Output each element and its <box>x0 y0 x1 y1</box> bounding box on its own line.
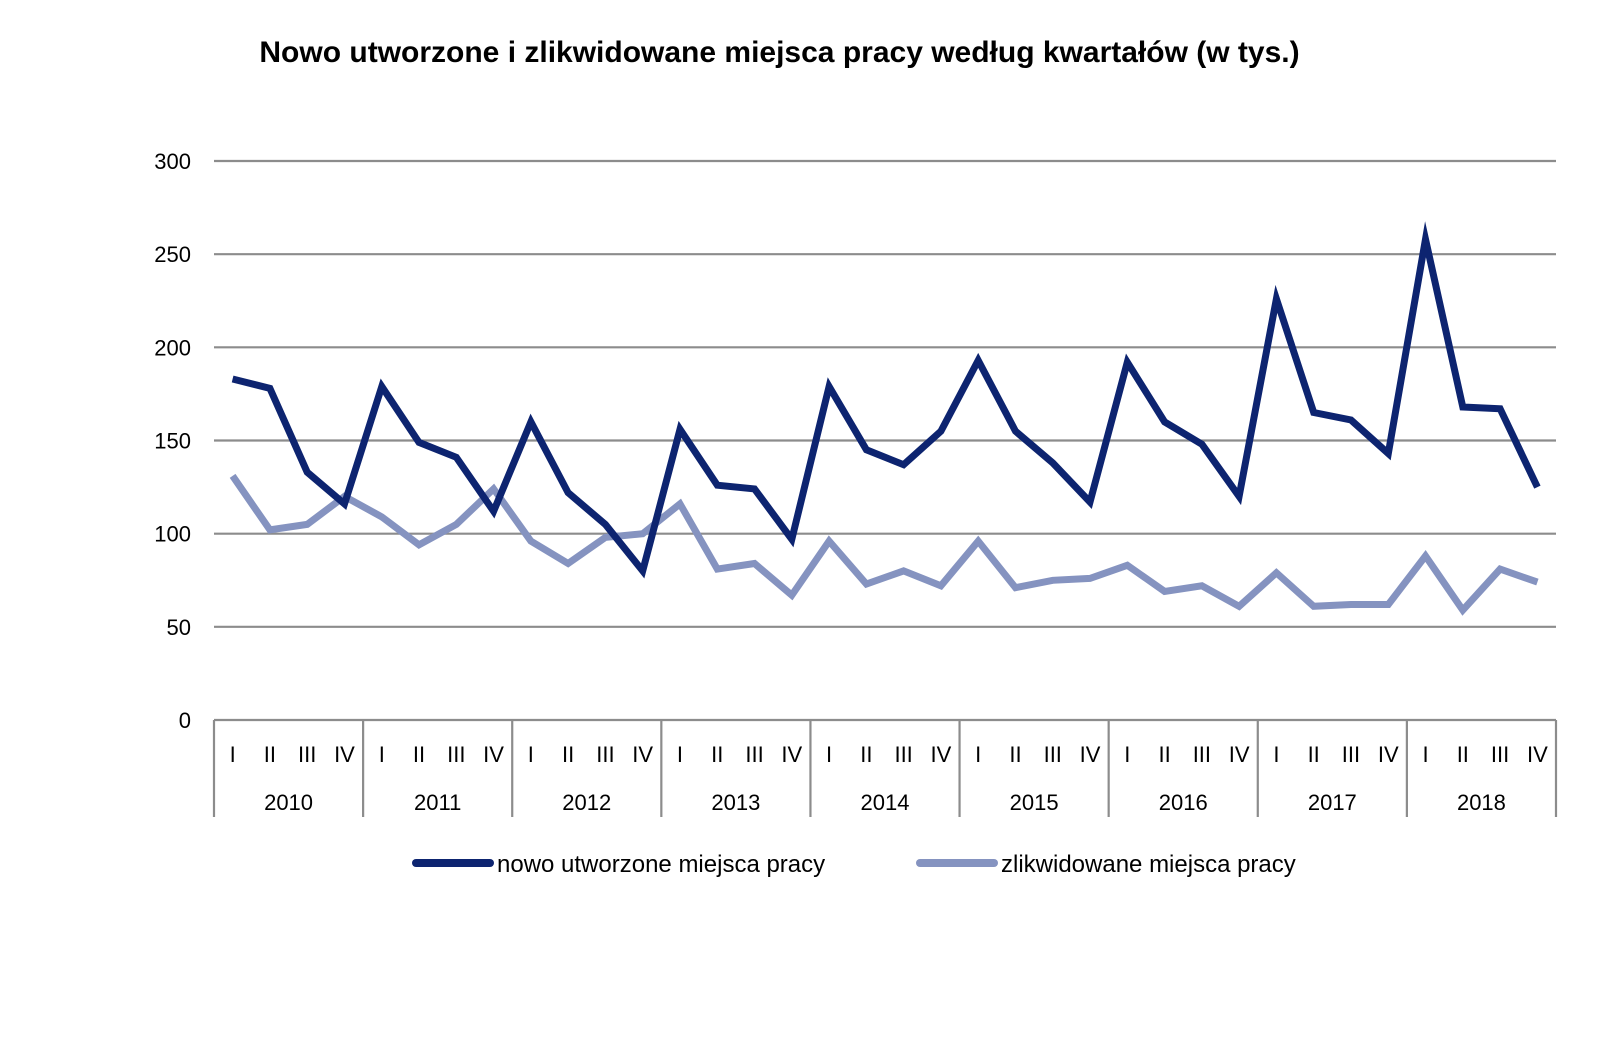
x-tick-label-year: 2012 <box>562 790 611 815</box>
x-tick-label-quarter: IV <box>632 742 653 767</box>
x-tick-label-year: 2015 <box>1010 790 1059 815</box>
x-tick-label-year: 2016 <box>1159 790 1208 815</box>
x-tick-label-quarter: III <box>745 742 763 767</box>
x-tick-label-quarter: I <box>975 742 981 767</box>
x-tick-label-quarter: IV <box>1229 742 1250 767</box>
x-tick-label-quarter: II <box>1158 742 1170 767</box>
y-tick-label: 50 <box>167 615 191 640</box>
gridlines <box>214 159 1556 628</box>
x-tick-label-quarter: IV <box>483 742 504 767</box>
y-tick-label: 100 <box>154 522 191 547</box>
x-tick-label-quarter: I <box>379 742 385 767</box>
x-tick-label-quarter: III <box>1193 742 1211 767</box>
x-tick-label-quarter: III <box>596 742 614 767</box>
x-tick-label-quarter: IV <box>931 742 952 767</box>
x-tick-label-quarter: II <box>1308 742 1320 767</box>
x-tick-label-quarter: I <box>826 742 832 767</box>
x-tick-label-quarter: III <box>447 742 465 767</box>
series-line-nowo-utworzone <box>231 221 1541 579</box>
x-axis: I II III IV I II III IV I II III IV I II III IV I II III IV… <box>212 718 1558 817</box>
y-tick-label: 250 <box>154 242 191 267</box>
legend-label: zlikwidowane miejsca pracy <box>1001 851 1296 878</box>
x-tick-label-quarter: II <box>1457 742 1469 767</box>
x-tick-label-quarter: I <box>1422 742 1428 767</box>
chart-title: Nowo utworzone i zlikwidowane miejsca pr… <box>0 36 1615 70</box>
x-tick-label-quarter: II <box>711 742 723 767</box>
x-tick-label-quarter: I <box>528 742 534 767</box>
x-tick-label-quarter: IV <box>1527 742 1548 767</box>
x-tick-label-year: 2018 <box>1457 790 1506 815</box>
y-tick-label: 150 <box>154 429 191 454</box>
y-tick-label: 0 <box>179 708 191 733</box>
x-tick-label-quarter: III <box>1044 742 1062 767</box>
legend-label: nowo utworzone miejsca pracy <box>497 851 825 878</box>
legend: nowo utworzone miejsca pracy zlikwidowane… <box>412 851 1296 878</box>
x-tick-label-quarter: IV <box>1080 742 1101 767</box>
x-tick-label-year: 2013 <box>711 790 760 815</box>
x-tick-label-quarter: II <box>562 742 574 767</box>
x-tick-label-quarter: IV <box>781 742 802 767</box>
x-tick-label-quarter: I <box>230 742 236 767</box>
x-tick-label-quarter: II <box>1009 742 1021 767</box>
x-tick-label-year: 2017 <box>1308 790 1357 815</box>
x-tick-label-quarter: I <box>1273 742 1279 767</box>
series-lines <box>229 221 1541 616</box>
x-tick-label-quarter: I <box>1124 742 1130 767</box>
x-tick-label-quarter: II <box>413 742 425 767</box>
x-tick-label-year: 2011 <box>414 790 461 815</box>
chart-title-text: Nowo utworzone i zlikwidowane miejsca pr… <box>259 36 1300 69</box>
y-tick-label: 300 <box>154 149 191 174</box>
y-tick-label: 200 <box>154 335 191 360</box>
x-tick-label-quarter: III <box>894 742 912 767</box>
y-axis-ticks: 0 50 100 150 200 250 300 <box>154 149 191 733</box>
x-tick-label-year: 2010 <box>264 790 313 815</box>
x-tick-label-quarter: III <box>298 742 316 767</box>
x-tick-label-quarter: II <box>264 742 276 767</box>
x-tick-label-quarter: III <box>1342 742 1360 767</box>
x-tick-label-quarter: IV <box>334 742 355 767</box>
x-tick-label-year: 2014 <box>861 790 910 815</box>
x-tick-label-quarter: III <box>1491 742 1509 767</box>
x-tick-label-quarter: II <box>860 742 872 767</box>
x-tick-label-quarter: I <box>677 742 683 767</box>
x-tick-label-quarter: IV <box>1378 742 1399 767</box>
series-line-zlikwidowane <box>229 473 1539 616</box>
